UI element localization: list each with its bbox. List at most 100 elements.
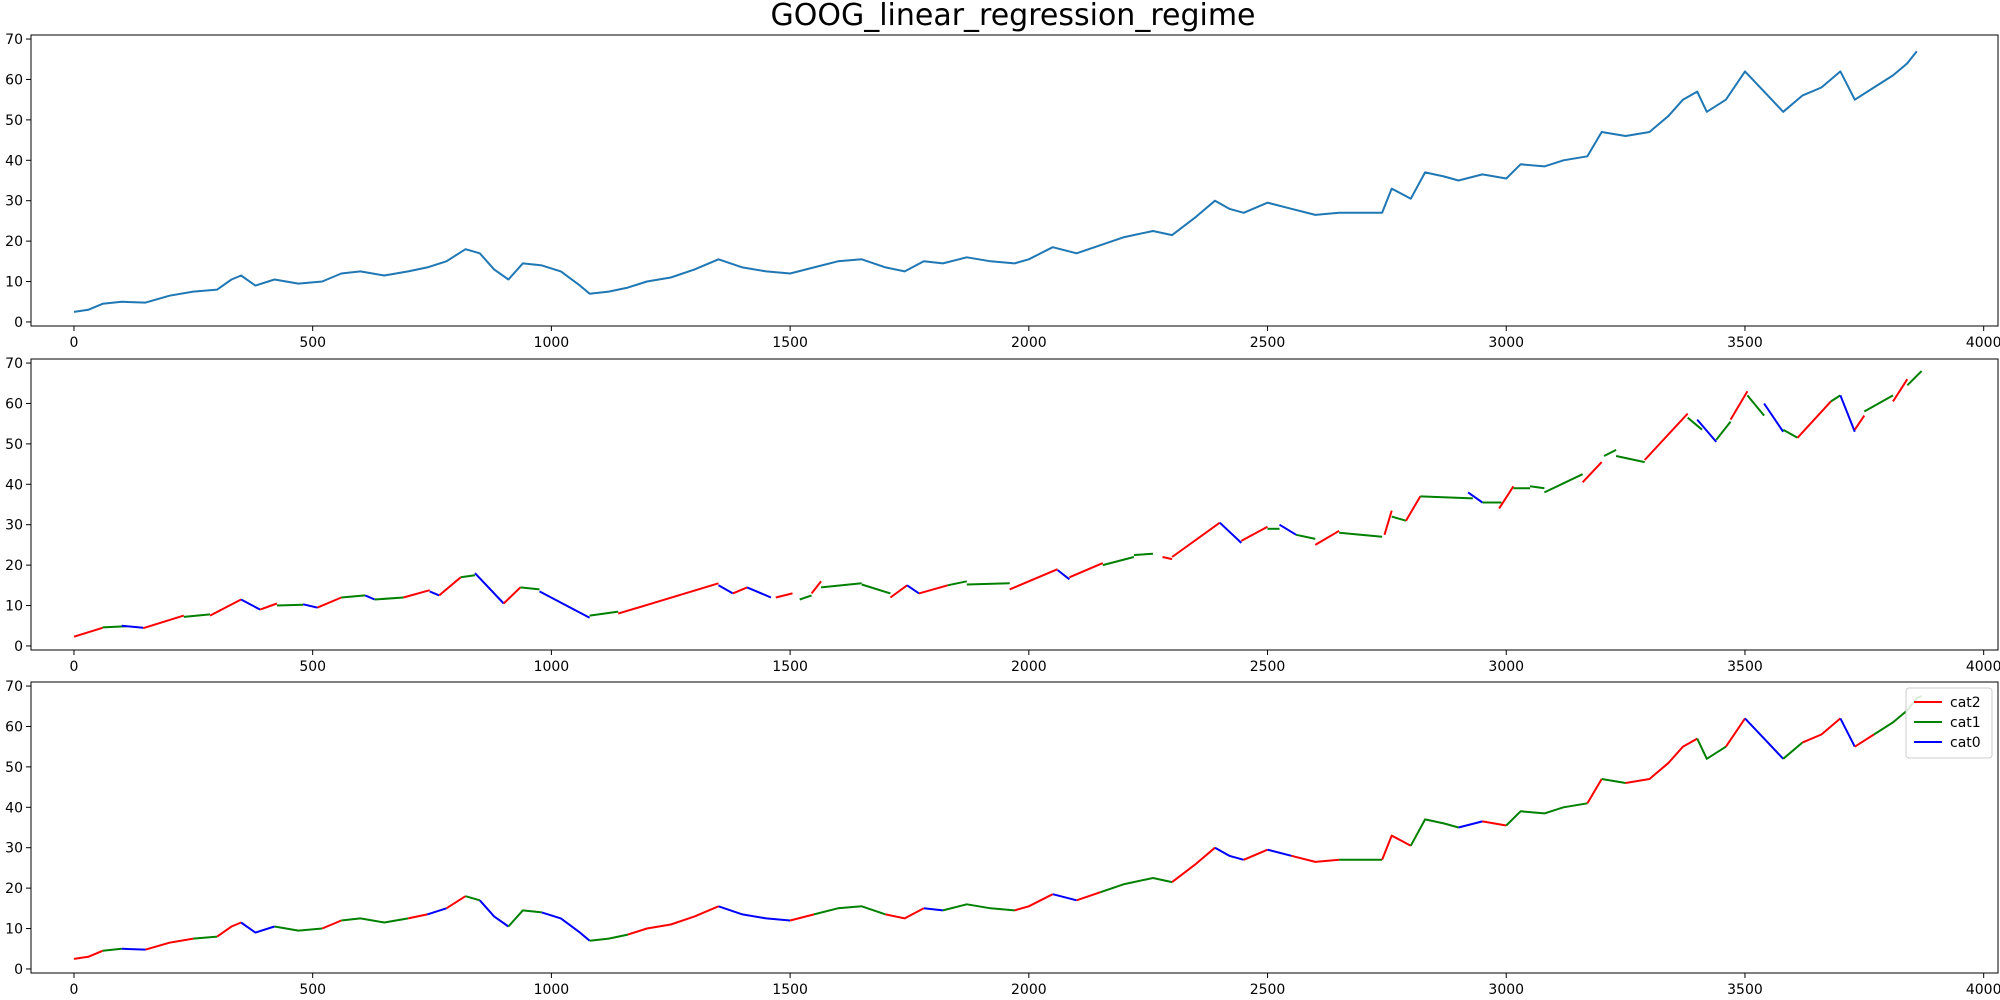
y-tick-label: 10 (5, 599, 23, 615)
regime-segment-green (193, 935, 218, 940)
regime-segment-blue (923, 907, 944, 912)
regime-segment-green (1782, 428, 1798, 439)
y-tick-label: 30 (5, 194, 23, 210)
regime-segment-blue (426, 907, 447, 916)
regime-segment-blue (364, 594, 376, 601)
regime-segment-blue (1467, 491, 1483, 504)
regime-segment-red (1853, 415, 1866, 431)
legend-label-cat0: cat0 (1950, 735, 1981, 751)
top-panel-plot: 0 500 1000 1500 2000 2500 3000 3500 4000 0 10 20 30 4… (5, 32, 2000, 351)
regime-segment-red (1892, 378, 1909, 402)
regime-segment-red (1162, 556, 1173, 561)
regime-segment-blue (906, 584, 920, 595)
regime-segment-blue (121, 624, 144, 629)
regime-segment-red (1291, 854, 1340, 863)
regime-segment-red (317, 596, 342, 609)
regime-segment-green (1339, 531, 1383, 538)
regime-segment-green (1391, 515, 1407, 522)
regime-segment-red (1381, 834, 1412, 861)
regime-segment-blue (302, 603, 318, 609)
axes-frame (30, 34, 1999, 327)
regime-segment-red (216, 921, 242, 938)
regime-segment-red (617, 582, 719, 615)
regime-segment-red (810, 580, 822, 595)
x-tick-label: 3500 (1727, 335, 1763, 351)
regime-segment-green (1529, 485, 1545, 490)
regime-segment-red (445, 895, 467, 910)
x-tick-label: 4000 (1966, 659, 2000, 675)
plot-area (73, 370, 1923, 638)
y-tick-label: 40 (5, 153, 23, 169)
regime-segment-red (1076, 891, 1101, 902)
regime-segment-green (1601, 778, 1626, 784)
regime-segment-red (775, 592, 793, 599)
regime-segment-green (589, 933, 629, 942)
regime-segment-blue (1219, 521, 1242, 544)
regime-segment-green (1615, 455, 1645, 464)
regime-segment-red (1729, 390, 1749, 421)
legend-label-cat1: cat1 (1950, 715, 1981, 731)
regime-segment-blue (1052, 893, 1077, 902)
regime-segment-blue (718, 905, 791, 922)
regime-segment-green (1100, 877, 1173, 894)
y-tick-label: 40 (5, 800, 23, 816)
x-tick-label: 1000 (534, 659, 570, 675)
y-tick-label: 0 (14, 962, 23, 978)
x-tick-label: 500 (299, 659, 326, 675)
y-tick-label: 60 (5, 72, 23, 88)
x-tick-label: 3500 (1727, 659, 1763, 675)
x-tick-label: 0 (70, 982, 79, 998)
regime-segment-green (966, 582, 1010, 586)
x-tick-label: 2000 (1011, 659, 1047, 675)
x-tick-label: 4000 (1966, 982, 2000, 998)
regime-segment-red (1014, 893, 1054, 912)
regime-segment-green (1603, 449, 1617, 457)
x-tick-label: 2500 (1250, 659, 1286, 675)
regime-segment-red (732, 586, 748, 595)
regime-segment-green (1295, 533, 1316, 540)
regime-segment-red (142, 614, 185, 630)
y-tick-label: 30 (5, 518, 23, 534)
regime-segment-green (1409, 818, 1459, 847)
x-tick-label: 1000 (534, 982, 570, 998)
regime-segment-green (942, 903, 1015, 912)
y-tick-label: 0 (14, 315, 23, 331)
regime-segment-red (1482, 820, 1507, 827)
regime-segment-green (183, 613, 211, 618)
y-tick-label: 70 (5, 32, 23, 48)
regime-segment-green (1746, 394, 1765, 417)
regime-segment-red (1725, 717, 1746, 748)
middle-panel-plot: 0 500 1000 1500 2000 2500 3000 3500 4000 0 10 20 30 4… (5, 356, 2000, 675)
regime-segment-green (820, 582, 862, 589)
regime-segment-blue (1839, 717, 1856, 748)
regime-segment-blue (746, 586, 772, 599)
x-tick-label: 2000 (1011, 335, 1047, 351)
regime-segment-green (102, 947, 122, 952)
regime-segment-blue (474, 572, 505, 605)
regime-segment-green (1782, 741, 1803, 760)
regime-segment-red (1796, 400, 1832, 439)
regime-segment-green (374, 596, 404, 601)
regime-segment-green (1696, 738, 1727, 760)
regime-segment-red (885, 907, 925, 920)
y-tick-label: 10 (5, 275, 23, 291)
regime-segment-red (889, 584, 908, 599)
regime-segment-green (799, 594, 812, 601)
x-tick-label: 1500 (772, 659, 808, 675)
regime-segment-blue (240, 598, 261, 611)
regime-segment-green (1543, 473, 1584, 494)
regime-segment-green (1830, 394, 1841, 403)
regime-segment-green (341, 594, 366, 599)
regime-segment-red (627, 905, 719, 936)
axes-frame (30, 681, 1999, 974)
y-tick-label: 50 (5, 760, 23, 776)
plot-area (73, 695, 1923, 960)
x-tick-label: 3000 (1488, 982, 1524, 998)
x-tick-label: 3000 (1488, 335, 1524, 351)
regime-segment-green (274, 925, 323, 932)
axes-frame (30, 358, 1999, 651)
x-tick-label: 3500 (1727, 982, 1763, 998)
regime-segment-red (1069, 562, 1104, 579)
y-tick-label: 20 (5, 234, 23, 250)
